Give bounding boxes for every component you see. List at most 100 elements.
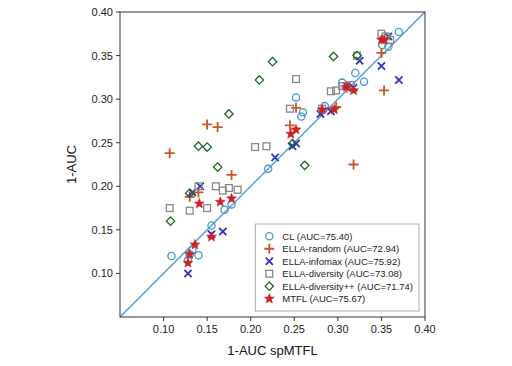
legend-frame [255, 224, 419, 311]
point [301, 161, 309, 169]
legend-marker [266, 270, 273, 277]
x-tick [207, 317, 208, 321]
point [195, 183, 202, 190]
point [349, 85, 359, 94]
point [265, 165, 272, 172]
point [288, 139, 296, 147]
point [194, 142, 202, 150]
legend-label: CL (AUC=75.40) [282, 231, 352, 242]
point [387, 36, 394, 43]
point [291, 124, 301, 133]
x-tick-label: 0.20 [240, 323, 261, 335]
x-tick-label: 0.35 [371, 323, 392, 335]
point [204, 205, 211, 212]
point [385, 43, 392, 50]
y-tick [116, 55, 120, 56]
plot-frame [120, 12, 425, 317]
point [395, 28, 402, 35]
x-tick-label: 0.15 [196, 323, 217, 335]
axes: 0.100.150.200.250.300.350.400.100.150.20… [92, 6, 436, 335]
point [215, 197, 225, 206]
point [379, 85, 389, 95]
point [317, 104, 327, 113]
legend: CL (AUC=75.40)ELLA-random (AUC=72.94) ELL… [255, 224, 419, 311]
x-tick [250, 317, 251, 321]
point [203, 143, 211, 151]
legend-marker [264, 244, 274, 254]
point [352, 69, 359, 76]
y-tick-label: 0.40 [92, 6, 113, 18]
point [213, 163, 221, 171]
x-tick-label: 0.40 [414, 323, 435, 335]
point [195, 252, 202, 259]
point [299, 109, 306, 116]
point [329, 104, 339, 113]
x-tick-label: 0.25 [284, 323, 305, 335]
x-tick [337, 317, 338, 321]
point [255, 76, 263, 84]
point [287, 105, 294, 112]
point [194, 199, 204, 208]
point [353, 51, 361, 59]
series [166, 30, 393, 214]
legend-marker [266, 233, 273, 240]
y-tick-label: 0.20 [92, 180, 113, 192]
point [234, 186, 241, 193]
x-tick [294, 317, 295, 321]
point [268, 57, 276, 65]
point [378, 62, 385, 69]
plot-area [120, 12, 425, 317]
legend-label: ELLA-diversity (AUC=73.08) [282, 268, 402, 279]
legend-item: MTFL (AUC=75.67) [264, 293, 365, 304]
point [166, 217, 174, 225]
legend-item: ELLA-diversity++ (AUC=71.74) [265, 281, 413, 292]
y-tick [116, 99, 120, 100]
point [208, 222, 215, 229]
point [184, 270, 191, 277]
legend-label: ELLA-diversity++ (AUC=71.74) [282, 281, 413, 292]
x-tick [425, 317, 426, 321]
diagonal-line [120, 12, 425, 317]
point [219, 228, 226, 235]
x-tick-label: 0.30 [327, 323, 348, 335]
point [227, 170, 237, 180]
point [293, 76, 300, 83]
point [227, 193, 237, 202]
point [166, 205, 173, 212]
point [168, 252, 175, 259]
series [166, 51, 361, 225]
legend-label: ELLA-infomax (AUC=75.92) [282, 256, 400, 267]
point [376, 48, 386, 58]
x-tick [381, 317, 382, 321]
point [165, 148, 175, 158]
x-axis-label: 1-AUC spMTFL [227, 343, 317, 358]
point [221, 206, 228, 213]
point [186, 189, 194, 197]
legend-item: ELLA-diversity (AUC=73.08) [266, 268, 402, 279]
y-axis-label: 1-AUC [64, 145, 79, 184]
legend-item: ELLA-random (AUC=72.94) [264, 243, 399, 254]
point [298, 113, 305, 120]
point [360, 78, 367, 85]
y-tick [116, 229, 120, 230]
y-tick [116, 273, 120, 274]
point [291, 103, 301, 113]
point [225, 110, 233, 118]
legend-item: CL (AUC=75.40) [266, 231, 353, 242]
legend-label: ELLA-random (AUC=72.94) [282, 243, 399, 254]
legend-item: ELLA-infomax (AUC=75.92) [266, 256, 401, 267]
x-tick [163, 317, 164, 321]
series [165, 48, 389, 202]
point [183, 258, 193, 267]
x-tick-label: 0.10 [153, 323, 174, 335]
y-tick-label: 0.10 [92, 267, 113, 279]
y-tick [116, 12, 120, 13]
point [252, 144, 259, 151]
legend-marker [266, 258, 273, 265]
y-tick [116, 142, 120, 143]
point [263, 143, 270, 150]
point [213, 122, 223, 132]
point [202, 119, 212, 129]
legend-marker [264, 294, 274, 303]
y-tick-label: 0.30 [92, 93, 113, 105]
